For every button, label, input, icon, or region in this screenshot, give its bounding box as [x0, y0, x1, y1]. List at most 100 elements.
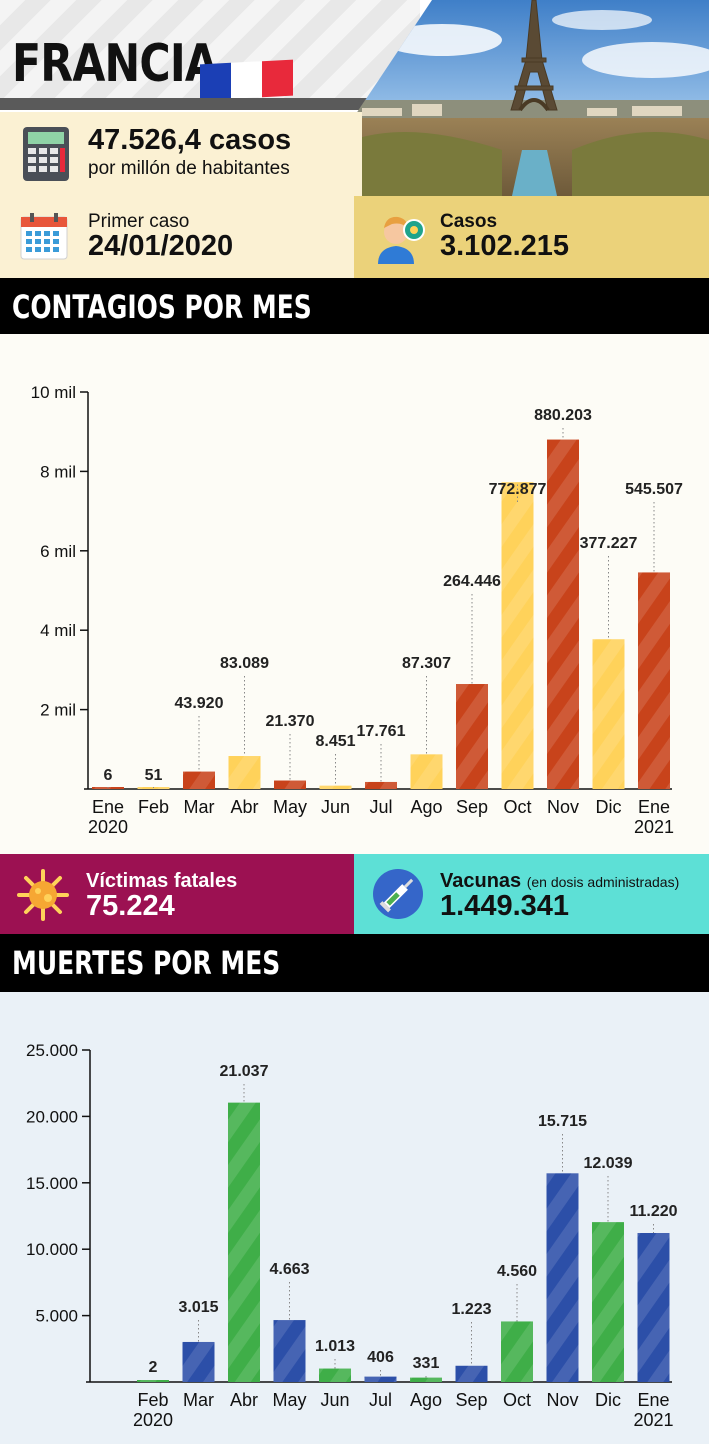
bar [410, 1377, 442, 1382]
category-label: Abr [230, 1390, 258, 1410]
category-label: Ene [92, 797, 124, 817]
y-tick-label: 8 mil [40, 462, 76, 481]
data-label: 406 [367, 1349, 394, 1366]
bar [274, 780, 306, 789]
data-label: 880.203 [534, 407, 592, 424]
category-label: Abr [230, 797, 258, 817]
bar [637, 1232, 670, 1382]
contagios-chart-area: 2 mil 4 mil 6 mil 8 mil 10 mil 6 Ene 2020 51 Feb 4… [0, 334, 709, 854]
cases-value: 3.102.215 [440, 230, 570, 262]
data-label: 1.013 [315, 1338, 355, 1355]
bar [137, 1380, 169, 1382]
bar [319, 1368, 351, 1382]
bar [273, 1320, 306, 1382]
vaccines-panel: Vacunas (en dosis administradas) 1.449.3… [354, 854, 709, 934]
header: FRANCIA [0, 0, 709, 278]
category-label: Oct [503, 797, 531, 817]
bar [546, 1173, 579, 1382]
patient-icon [378, 216, 425, 264]
bar [410, 754, 443, 789]
data-label: 83.089 [220, 655, 269, 672]
data-label: 12.039 [584, 1155, 633, 1172]
y-tick-label: 15.000 [26, 1174, 78, 1193]
data-label: 8.451 [315, 733, 355, 750]
category-label: Jul [369, 1390, 392, 1410]
category-label: May [272, 1390, 306, 1410]
y-tick-label: 6 mil [40, 542, 76, 561]
section-muertes: MUERTES POR MES [0, 934, 709, 1010]
bar [501, 482, 534, 789]
category-label: Feb [138, 797, 169, 817]
category-label: Sep [456, 797, 488, 817]
data-label: 772.877 [489, 481, 547, 498]
category-label: Jun [320, 1390, 349, 1410]
france-flag-icon [200, 59, 293, 101]
data-label: 1.223 [451, 1301, 491, 1318]
first-case-panel: Primer caso 24/01/2020 [0, 196, 354, 278]
per-million-panel: 47.526,4 casos por millón de habitantes [0, 112, 362, 196]
first-case-date: 24/01/2020 [88, 230, 234, 262]
cases-label: Casos [440, 211, 498, 232]
data-label: 2 [149, 1359, 158, 1376]
y-tick-label: 10.000 [26, 1240, 78, 1259]
muertes-chart-area: 5.000 10.000 15.000 20.000 25.000 2 Feb 2020 3.0… [0, 992, 709, 1444]
per-million-value: 47.526,4 casos [88, 124, 292, 156]
vaccines-value: 1.449.341 [440, 890, 570, 922]
bar [638, 572, 670, 789]
y-tick-label: 10 mil [31, 383, 76, 402]
cases-panel: Casos 3.102.215 [354, 196, 709, 278]
syringe-icon [373, 869, 423, 919]
vaccines-note: (en dosis administradas) [526, 874, 680, 890]
y-tick-label: 4 mil [40, 621, 76, 640]
data-label: 377.227 [580, 535, 638, 552]
data-label: 4.663 [269, 1261, 309, 1278]
category-label: Dic [596, 797, 622, 817]
data-label: 87.307 [402, 655, 451, 672]
vaccines-label: Vacunas [440, 870, 522, 892]
bar [364, 1376, 397, 1382]
calendar-icon [20, 213, 68, 260]
bar [455, 1365, 488, 1382]
y-tick-label: 20.000 [26, 1107, 78, 1126]
category-label: May [273, 797, 307, 817]
category-label: Jun [321, 797, 350, 817]
category-label: Oct [503, 1390, 531, 1410]
eiffel-tower-photo [352, 0, 709, 196]
country-title: FRANCIA [12, 34, 218, 94]
bar [182, 1341, 215, 1382]
data-label: 21.370 [266, 713, 315, 730]
category-label: Feb [137, 1390, 168, 1410]
category-label: Nov [546, 1390, 578, 1410]
bar [592, 639, 625, 789]
bar [228, 1102, 260, 1382]
victims-label: Víctimas fatales [86, 870, 238, 892]
y-tick-label: 5.000 [35, 1307, 78, 1326]
bar [547, 439, 579, 789]
category-label: 2021 [633, 1410, 673, 1430]
section-contagios-title: CONTAGIOS POR MES [12, 288, 312, 326]
data-label: 4.560 [497, 1263, 537, 1280]
victims-panel: Víctimas fatales 75.224 [0, 854, 354, 934]
bar [456, 684, 488, 789]
data-label: 21.037 [220, 1063, 269, 1080]
data-label: 264.446 [443, 573, 501, 590]
per-million-label: por millón de habitantes [88, 158, 290, 179]
category-label: Dic [595, 1390, 621, 1410]
bar [365, 781, 397, 789]
bar [183, 771, 215, 789]
category-label: 2020 [88, 817, 128, 837]
category-label: Ago [410, 1390, 442, 1410]
first-case-label: Primer caso [88, 211, 190, 232]
virus-icon [17, 869, 69, 921]
bar [592, 1222, 624, 1382]
data-label: 17.761 [357, 723, 406, 740]
data-label: 11.220 [629, 1203, 677, 1220]
category-label: Ene [638, 797, 670, 817]
category-label: Sep [455, 1390, 487, 1410]
category-label: Ago [410, 797, 442, 817]
victims-value: 75.224 [86, 890, 175, 922]
section-muertes-title: MUERTES POR MES [12, 944, 281, 982]
y-tick-label: 25.000 [26, 1041, 78, 1060]
